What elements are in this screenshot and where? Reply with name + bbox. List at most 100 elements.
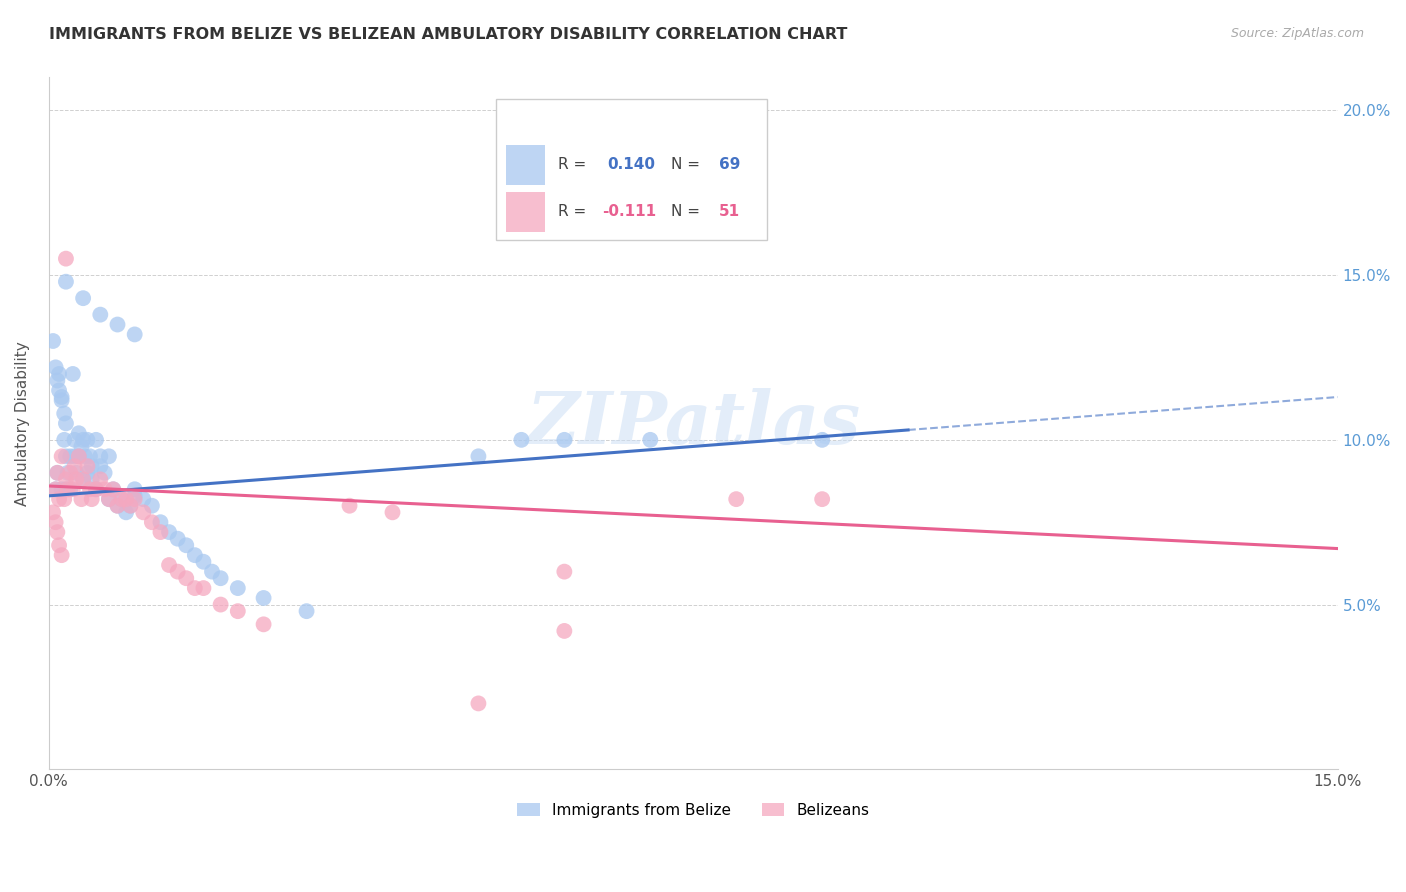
Point [45, 360, 67, 375]
Point [76, 433, 98, 447]
Text: IMMIGRANTS FROM BELIZE VS BELIZEAN AMBULATORY DISABILITY CORRELATION CHART: IMMIGRANTS FROM BELIZE VS BELIZEAN AMBUL… [49, 27, 848, 42]
Point [252, 591, 274, 605]
Point [174, 571, 197, 585]
Point [55, 275, 77, 289]
Point [89, 459, 111, 474]
Point [193, 581, 215, 595]
Point [79, 450, 101, 464]
Point [93, 466, 115, 480]
Point [184, 548, 207, 562]
Point [467, 697, 489, 711]
Point [97, 492, 120, 507]
Point [80, 472, 103, 486]
FancyBboxPatch shape [506, 145, 546, 185]
FancyBboxPatch shape [496, 99, 766, 240]
Point [55, 417, 77, 431]
Point [79, 483, 101, 497]
Point [174, 538, 197, 552]
Point [73, 450, 96, 464]
Point [93, 483, 115, 497]
Point [55, 450, 77, 464]
Point [65, 466, 87, 480]
Point [56, 483, 79, 497]
Point [553, 565, 575, 579]
Point [141, 515, 163, 529]
Point [67, 450, 90, 464]
Point [45, 483, 67, 497]
Point [46, 374, 69, 388]
Text: R =: R = [558, 157, 591, 172]
Point [339, 499, 361, 513]
Point [72, 472, 94, 486]
Point [97, 492, 120, 507]
Point [226, 604, 249, 618]
Point [48, 538, 70, 552]
Point [209, 598, 232, 612]
Point [115, 492, 138, 507]
Point [157, 525, 180, 540]
Point [72, 472, 94, 486]
Point [89, 472, 111, 486]
Point [46, 525, 69, 540]
Text: 0.140: 0.140 [607, 157, 655, 172]
Point [67, 426, 90, 441]
Point [226, 581, 249, 595]
Point [46, 466, 69, 480]
Point [209, 571, 232, 585]
Point [84, 433, 107, 447]
Point [46, 466, 69, 480]
Point [51, 450, 73, 464]
Point [132, 505, 155, 519]
Point [107, 499, 129, 513]
Point [63, 450, 86, 464]
Point [97, 450, 120, 464]
Point [76, 466, 98, 480]
Text: N =: N = [671, 204, 706, 219]
Point [59, 483, 82, 497]
Point [124, 327, 146, 342]
Y-axis label: Ambulatory Disability: Ambulatory Disability [15, 341, 30, 506]
Legend: Immigrants from Belize, Belizeans: Immigrants from Belize, Belizeans [510, 797, 876, 824]
Point [51, 483, 73, 497]
Text: 51: 51 [718, 204, 740, 219]
Point [124, 489, 146, 503]
Point [295, 604, 318, 618]
Point [76, 459, 98, 474]
Point [84, 483, 107, 497]
Point [166, 565, 188, 579]
Point [65, 472, 87, 486]
Point [62, 483, 84, 497]
Point [53, 492, 76, 507]
Point [51, 390, 73, 404]
Point [252, 617, 274, 632]
Point [811, 433, 834, 447]
Point [80, 459, 103, 474]
Point [55, 472, 77, 486]
Point [70, 439, 93, 453]
Point [201, 565, 224, 579]
Point [107, 318, 129, 332]
Point [89, 308, 111, 322]
Point [42, 334, 65, 348]
Point [103, 483, 125, 497]
Point [59, 450, 82, 464]
Point [70, 492, 93, 507]
Point [48, 384, 70, 398]
Text: R =: R = [558, 204, 591, 219]
Point [72, 291, 94, 305]
Point [59, 466, 82, 480]
Point [124, 483, 146, 497]
Point [149, 515, 172, 529]
Text: -0.111: -0.111 [602, 204, 655, 219]
Point [381, 505, 404, 519]
Point [42, 505, 65, 519]
Point [111, 492, 134, 507]
Point [111, 492, 134, 507]
Point [149, 525, 172, 540]
Point [553, 624, 575, 638]
Point [80, 492, 103, 507]
Point [53, 407, 76, 421]
Text: N =: N = [671, 157, 706, 172]
Text: 69: 69 [718, 157, 741, 172]
Point [48, 492, 70, 507]
